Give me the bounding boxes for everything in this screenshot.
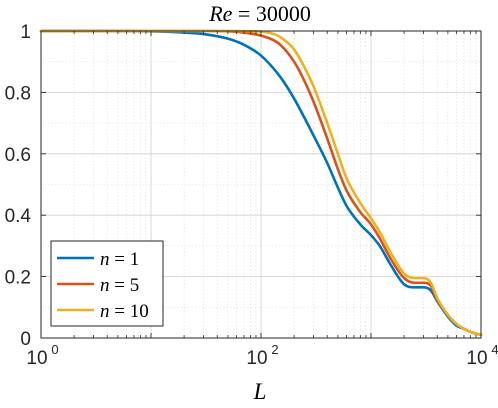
y-tick-label: 0.2 [5, 268, 31, 289]
x-tick-labels: 10 0 10 2 10 4 [26, 342, 498, 369]
legend-label: n = 1 [100, 249, 139, 270]
y-tick-label: 0.4 [5, 206, 32, 227]
title-operator: = [232, 1, 255, 26]
legend-label-value: 5 [130, 275, 140, 296]
legend-label-variable: n [100, 275, 110, 296]
y-tick-label: 0 [20, 329, 31, 350]
legend-items: n = 1n = 5n = 10 [57, 249, 149, 322]
title-value: 30000 [256, 1, 311, 26]
legend-label-operator: = [110, 249, 130, 270]
title-variable: Re [208, 1, 232, 26]
legend-label-value: 1 [130, 249, 140, 270]
y-tick-label: 0.6 [5, 145, 31, 166]
x-tick-label: 10 [246, 348, 267, 369]
x-axis-label: L [253, 379, 267, 404]
series-line [39, 29, 483, 337]
tick-marks [40, 30, 482, 339]
x-tick-label: 10 [26, 348, 47, 369]
legend: n = 1n = 5n = 10 [50, 240, 164, 327]
y-tick-label: 0.8 [5, 83, 31, 104]
y-tick-label: 1 [20, 22, 31, 43]
series-layer [39, 29, 483, 337]
legend-label-operator: = [110, 301, 130, 322]
x-tick-label-exponent: 2 [271, 342, 278, 357]
x-tick-label-exponent: 4 [491, 342, 498, 357]
minor-grid [41, 31, 481, 338]
legend-label-operator: = [110, 275, 130, 296]
legend-label-variable: n [100, 301, 110, 322]
legend-label: n = 10 [100, 301, 149, 322]
x-tick-label-exponent: 0 [51, 342, 58, 357]
legend-label: n = 5 [100, 275, 139, 296]
legend-label-value: 10 [130, 301, 149, 322]
x-tick-label: 10 [466, 348, 487, 369]
chart-title: Re = 30000 [208, 1, 311, 26]
y-tick-labels: 0 0.2 0.4 0.6 0.8 1 [5, 22, 32, 350]
legend-label-variable: n [100, 249, 110, 270]
